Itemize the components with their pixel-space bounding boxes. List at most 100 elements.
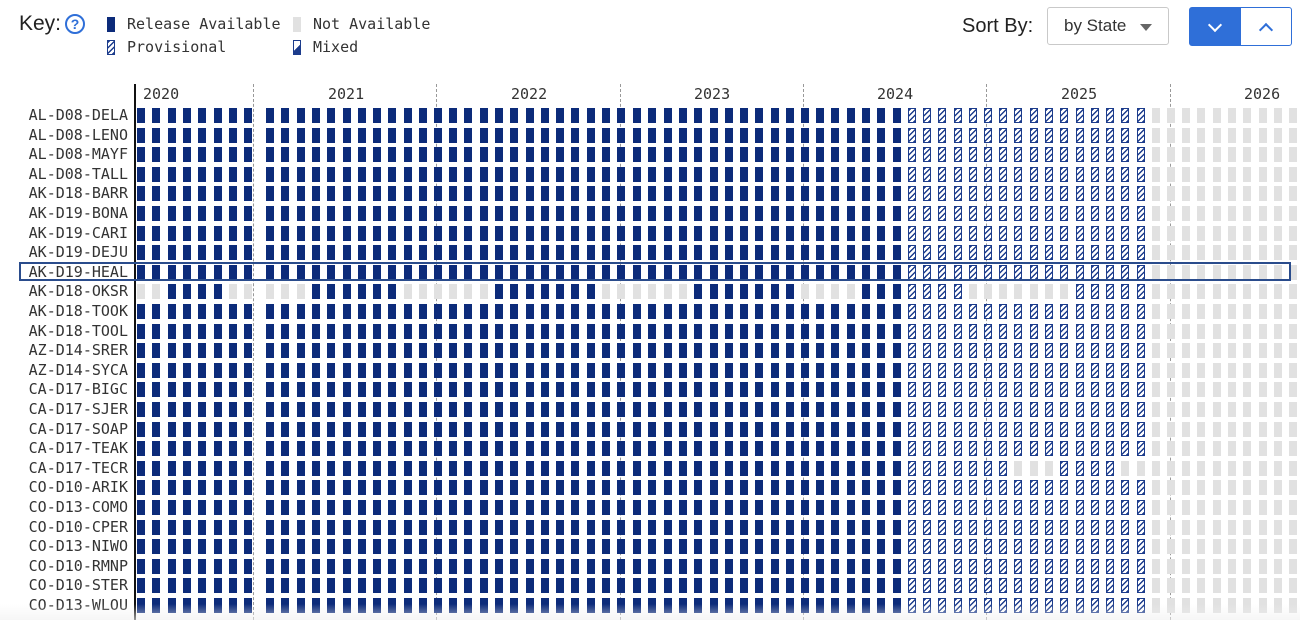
month-cell-not-available[interactable] <box>1289 225 1297 241</box>
month-cell-release[interactable] <box>297 539 305 555</box>
month-cell-provisional[interactable] <box>1137 186 1145 202</box>
month-cell-provisional[interactable] <box>1106 441 1114 457</box>
month-cell-release[interactable] <box>312 127 320 143</box>
month-cell-release[interactable] <box>893 519 901 535</box>
month-cell-release[interactable] <box>801 598 809 613</box>
month-cell-release[interactable] <box>740 421 748 437</box>
month-cell-release[interactable] <box>801 402 809 417</box>
month-cell-release[interactable] <box>229 108 237 123</box>
month-cell-release[interactable] <box>358 127 366 143</box>
month-cell-release[interactable] <box>602 304 610 319</box>
month-cell-release[interactable] <box>137 108 145 123</box>
month-cell-release[interactable] <box>862 558 870 574</box>
month-cell-release[interactable] <box>312 245 320 261</box>
month-cell-release[interactable] <box>152 460 160 476</box>
month-cell-provisional[interactable] <box>1060 441 1068 457</box>
month-cell-release[interactable] <box>214 460 222 476</box>
month-cell-provisional[interactable] <box>1106 304 1114 319</box>
month-cell-release[interactable] <box>312 284 320 300</box>
month-cell-release[interactable] <box>740 578 748 594</box>
month-cell-provisional[interactable] <box>999 539 1007 555</box>
month-cell-release[interactable] <box>725 323 733 339</box>
month-cell-release[interactable] <box>755 323 763 339</box>
month-cell-release[interactable] <box>617 343 625 359</box>
month-cell-provisional[interactable] <box>984 578 992 594</box>
month-cell-not-available[interactable] <box>1060 284 1068 300</box>
month-cell-release[interactable] <box>587 206 595 221</box>
month-cell-not-available[interactable] <box>1182 245 1190 261</box>
month-cell-release[interactable] <box>434 147 442 163</box>
month-cell-release[interactable] <box>480 245 488 261</box>
month-cell-release[interactable] <box>229 460 237 476</box>
month-cell-release[interactable] <box>648 539 656 555</box>
month-cell-release[interactable] <box>214 519 222 535</box>
month-cell-release[interactable] <box>373 108 381 123</box>
month-cell-provisional[interactable] <box>1030 323 1038 339</box>
month-cell-provisional[interactable] <box>1076 166 1084 182</box>
month-cell-not-available[interactable] <box>999 284 1007 300</box>
month-cell-release[interactable] <box>297 323 305 339</box>
month-cell-release[interactable] <box>198 480 206 496</box>
month-cell-release[interactable] <box>877 519 885 535</box>
month-cell-release[interactable] <box>183 480 191 496</box>
month-cell-not-available[interactable] <box>1167 598 1175 613</box>
month-cell-release[interactable] <box>847 402 855 417</box>
month-cell-release[interactable] <box>725 225 733 241</box>
month-cell-not-available[interactable] <box>1259 480 1267 496</box>
month-cell-not-available[interactable] <box>1167 460 1175 476</box>
month-cell-release[interactable] <box>358 480 366 496</box>
month-cell-release[interactable] <box>244 245 252 261</box>
month-cell-provisional[interactable] <box>954 382 962 398</box>
month-cell-release[interactable] <box>464 500 472 515</box>
month-cell-release[interactable] <box>244 186 252 202</box>
month-cell-provisional[interactable] <box>1091 578 1099 594</box>
month-cell-release[interactable] <box>464 480 472 496</box>
month-cell-release[interactable] <box>297 343 305 359</box>
month-cell-not-available[interactable] <box>1197 147 1205 163</box>
month-cell-provisional[interactable] <box>954 108 962 123</box>
month-cell-release[interactable] <box>679 402 687 417</box>
month-cell-release[interactable] <box>510 402 518 417</box>
month-cell-provisional[interactable] <box>999 558 1007 574</box>
month-cell-provisional[interactable] <box>908 539 916 555</box>
month-cell-release[interactable] <box>602 539 610 555</box>
month-cell-release[interactable] <box>786 186 794 202</box>
month-cell-release[interactable] <box>831 421 839 437</box>
month-cell-release[interactable] <box>571 362 579 378</box>
month-cell-release[interactable] <box>541 225 549 241</box>
month-cell-provisional[interactable] <box>999 166 1007 182</box>
month-cell-release[interactable] <box>449 578 457 594</box>
month-cell-release[interactable] <box>831 539 839 555</box>
month-cell-provisional[interactable] <box>984 323 992 339</box>
month-cell-provisional[interactable] <box>938 598 946 613</box>
month-cell-release[interactable] <box>229 421 237 437</box>
month-cell-release[interactable] <box>831 166 839 182</box>
month-cell-release[interactable] <box>617 323 625 339</box>
month-cell-provisional[interactable] <box>1091 284 1099 300</box>
month-cell-release[interactable] <box>755 500 763 515</box>
month-cell-not-available[interactable] <box>1167 323 1175 339</box>
month-cell-provisional[interactable] <box>1137 480 1145 496</box>
month-cell-release[interactable] <box>312 519 320 535</box>
month-cell-release[interactable] <box>312 539 320 555</box>
month-cell-release[interactable] <box>358 304 366 319</box>
month-cell-release[interactable] <box>862 480 870 496</box>
month-cell-release[interactable] <box>740 304 748 319</box>
month-cell-provisional[interactable] <box>923 245 931 261</box>
month-cell-release[interactable] <box>229 166 237 182</box>
month-cell-release[interactable] <box>404 362 412 378</box>
month-cell-release[interactable] <box>214 539 222 555</box>
month-cell-release[interactable] <box>740 382 748 398</box>
month-cell-release[interactable] <box>694 441 702 457</box>
month-cell-provisional[interactable] <box>1030 147 1038 163</box>
month-cell-release[interactable] <box>214 284 222 300</box>
month-cell-release[interactable] <box>571 323 579 339</box>
month-cell-release[interactable] <box>266 500 274 515</box>
month-cell-release[interactable] <box>152 186 160 202</box>
month-cell-release[interactable] <box>862 578 870 594</box>
month-cell-release[interactable] <box>541 421 549 437</box>
month-cell-release[interactable] <box>168 441 176 457</box>
month-cell-provisional[interactable] <box>1106 245 1114 261</box>
month-cell-provisional[interactable] <box>1121 539 1129 555</box>
month-cell-provisional[interactable] <box>923 108 931 123</box>
